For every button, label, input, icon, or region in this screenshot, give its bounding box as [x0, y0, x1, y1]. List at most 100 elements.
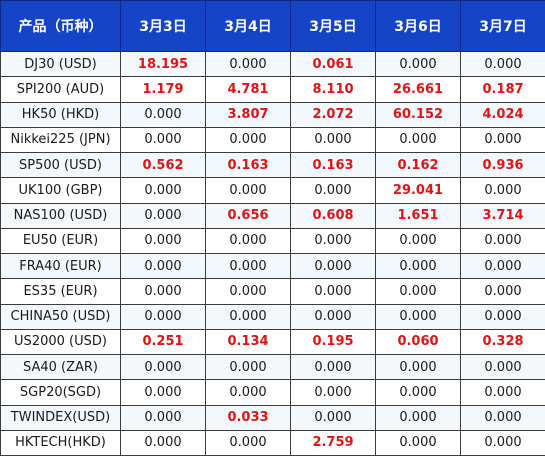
header-date: 3月3日	[120, 0, 206, 52]
value-cell: 0.000	[460, 303, 545, 330]
value-cell: 0.000	[375, 303, 461, 330]
value-cell: 1.651	[375, 202, 461, 229]
table-row: FRA40 (EUR) 0.000 0.000 0.000 0.000 0.000	[0, 252, 545, 280]
product-cell: HK50 (HKD)	[0, 101, 121, 128]
product-cell: HKTECH(HKD)	[0, 429, 121, 456]
product-cell: CHINA50 (USD)	[0, 303, 121, 330]
value-cell: 0.000	[205, 278, 291, 305]
product-cell: EU50 (EUR)	[0, 227, 121, 255]
value-cell: 0.251	[120, 328, 206, 356]
table-row: CHINA50 (USD) 0.000 0.000 0.000 0.000 0.000	[0, 303, 545, 330]
product-cell: UK100 (GBP)	[0, 177, 121, 204]
table-body: DJ30 (USD) 18.195 0.000 0.061 0.000 0.000 SPI2…	[0, 50, 545, 456]
value-cell: 0.000	[460, 379, 545, 406]
value-cell: 3.714	[460, 202, 545, 229]
value-cell: 0.608	[290, 202, 376, 229]
value-cell: 0.000	[290, 379, 376, 406]
value-cell: 0.000	[290, 227, 376, 255]
value-cell: 26.661	[375, 76, 461, 103]
value-cell: 0.000	[460, 227, 545, 255]
value-cell: 29.041	[375, 177, 461, 204]
value-cell: 0.000	[120, 353, 206, 381]
table-row: Nikkei225 (JPN) 0.000 0.000 0.000 0.000 0.000	[0, 126, 545, 154]
table-header: 产品（币种） 3月3日 3月4日 3月5日 3月6日 3月7日	[0, 0, 545, 52]
value-cell: 0.000	[120, 252, 206, 280]
value-cell: 0.000	[120, 202, 206, 229]
value-cell: 0.000	[120, 227, 206, 255]
product-cell: SPI200 (AUD)	[0, 76, 121, 103]
value-cell: 0.000	[290, 252, 376, 280]
value-cell: 4.024	[460, 101, 545, 128]
value-cell: 0.000	[460, 177, 545, 204]
product-cell: SGP20(SGD)	[0, 379, 121, 406]
header-date: 3月4日	[205, 0, 291, 52]
table-row: SGP20(SGD) 0.000 0.000 0.000 0.000 0.000	[0, 379, 545, 406]
value-cell: 0.000	[205, 50, 291, 78]
value-cell: 0.000	[460, 429, 545, 456]
value-cell: 0.000	[375, 252, 461, 280]
value-cell: 0.033	[205, 404, 291, 431]
value-cell: 0.328	[460, 328, 545, 356]
value-cell: 0.000	[460, 50, 545, 78]
value-cell: 0.000	[205, 379, 291, 406]
value-cell: 0.000	[290, 404, 376, 431]
product-cell: SA40 (ZAR)	[0, 353, 121, 381]
value-cell: 0.061	[290, 50, 376, 78]
value-cell: 0.000	[120, 429, 206, 456]
table-row: HK50 (HKD) 0.000 3.807 2.072 60.152 4.024	[0, 101, 545, 128]
value-cell: 0.000	[120, 379, 206, 406]
value-cell: 0.000	[120, 404, 206, 431]
value-cell: 0.000	[205, 353, 291, 381]
value-cell: 0.000	[205, 303, 291, 330]
value-cell: 2.759	[290, 429, 376, 456]
value-cell: 0.000	[290, 278, 376, 305]
value-cell: 0.162	[375, 151, 461, 179]
product-cell: US2000 (USD)	[0, 328, 121, 356]
value-cell: 0.656	[205, 202, 291, 229]
header-product: 产品（币种）	[0, 0, 121, 52]
value-cell: 0.134	[205, 328, 291, 356]
value-cell: 0.195	[290, 328, 376, 356]
table-row: SA40 (ZAR) 0.000 0.000 0.000 0.000 0.000	[0, 353, 545, 381]
header-date: 3月5日	[290, 0, 376, 52]
table-row: ES35 (EUR) 0.000 0.000 0.000 0.000 0.000	[0, 278, 545, 305]
value-cell: 0.000	[205, 227, 291, 255]
product-cell: NAS100 (USD)	[0, 202, 121, 229]
product-cell: DJ30 (USD)	[0, 50, 121, 78]
value-cell: 0.000	[290, 353, 376, 381]
table-row: US2000 (USD) 0.251 0.134 0.195 0.060 0.328	[0, 328, 545, 356]
product-cell: TWINDEX(USD)	[0, 404, 121, 431]
value-cell: 0.000	[460, 126, 545, 154]
value-cell: 0.000	[290, 303, 376, 330]
value-cell: 0.000	[120, 303, 206, 330]
value-cell: 0.000	[460, 353, 545, 381]
value-cell: 0.000	[290, 177, 376, 204]
value-cell: 4.781	[205, 76, 291, 103]
value-cell: 0.000	[120, 177, 206, 204]
value-cell: 0.562	[120, 151, 206, 179]
value-cell: 0.000	[460, 252, 545, 280]
value-cell: 0.000	[205, 177, 291, 204]
value-cell: 0.000	[460, 404, 545, 431]
value-cell: 0.187	[460, 76, 545, 103]
value-cell: 0.000	[375, 227, 461, 255]
value-cell: 0.000	[375, 50, 461, 78]
header-date: 3月7日	[460, 0, 545, 52]
value-cell: 0.000	[375, 353, 461, 381]
value-cell: 0.936	[460, 151, 545, 179]
table-row: HKTECH(HKD) 0.000 0.000 2.759 0.000 0.000	[0, 429, 545, 456]
value-cell: 0.000	[375, 429, 461, 456]
value-cell: 2.072	[290, 101, 376, 128]
product-cell: SP500 (USD)	[0, 151, 121, 179]
value-cell: 0.000	[205, 126, 291, 154]
value-cell: 0.000	[120, 101, 206, 128]
product-cell: FRA40 (EUR)	[0, 252, 121, 280]
value-cell: 3.807	[205, 101, 291, 128]
value-cell: 0.000	[120, 278, 206, 305]
value-cell: 0.163	[205, 151, 291, 179]
value-cell: 0.000	[460, 278, 545, 305]
value-cell: 0.000	[375, 278, 461, 305]
table-row: TWINDEX(USD) 0.000 0.033 0.000 0.000 0.000	[0, 404, 545, 431]
table-row: EU50 (EUR) 0.000 0.000 0.000 0.000 0.000	[0, 227, 545, 255]
